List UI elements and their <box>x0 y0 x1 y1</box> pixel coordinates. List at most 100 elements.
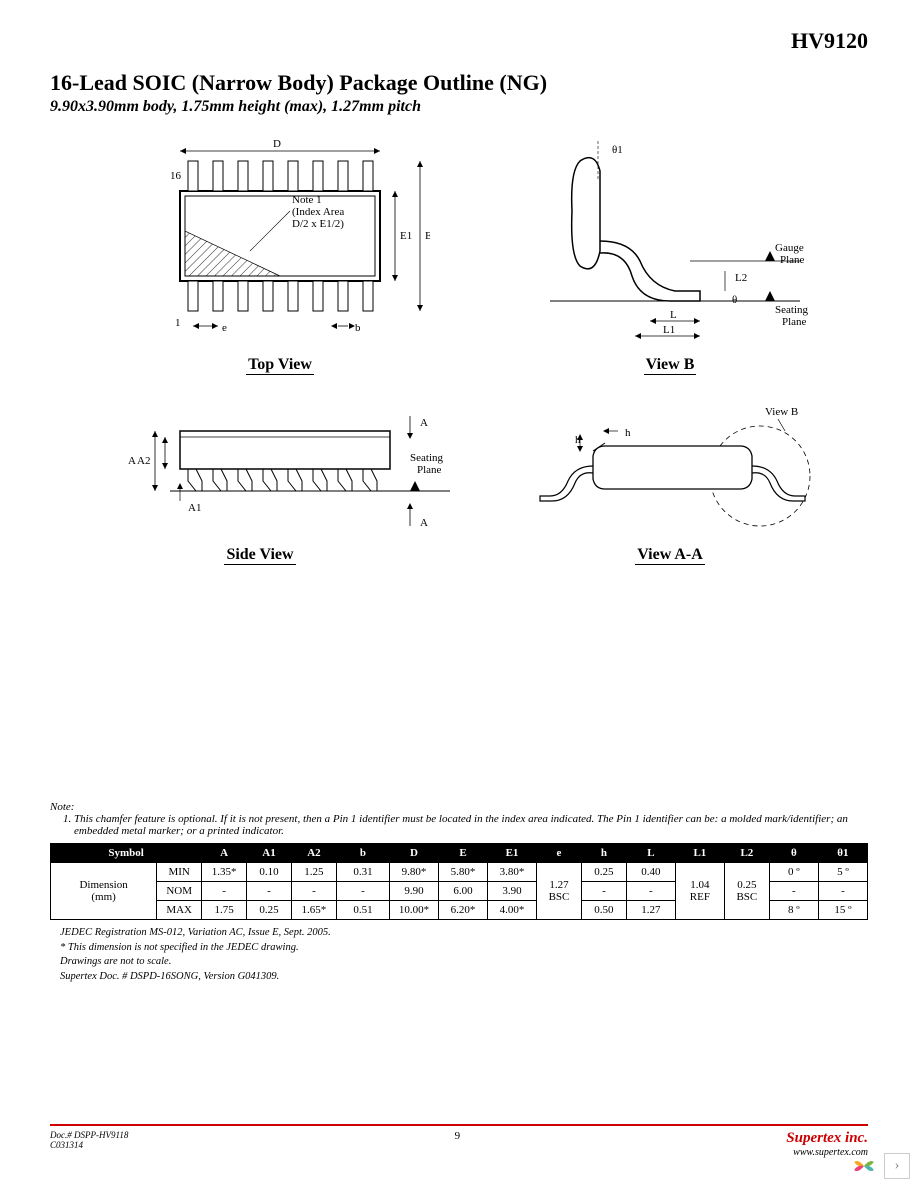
svg-text:Plane: Plane <box>782 316 807 328</box>
table-header: θ <box>769 844 818 863</box>
page-footer: Doc.# DSPP-HV9118 C031314 9 Supertex inc… <box>50 1124 868 1158</box>
footer-brand: Supertex inc. <box>786 1130 868 1147</box>
svg-text:h: h <box>625 427 631 439</box>
footnotes: JEDEC Registration MS-012, Variation AC,… <box>50 926 868 985</box>
svg-text:L: L <box>670 309 677 321</box>
footer-doc: Doc.# DSPP-HV9118 <box>50 1130 128 1140</box>
view-b-svg: Seating Plane Gauge Plane θ1 L L1 L2 θ <box>520 131 820 351</box>
svg-text:θ: θ <box>732 294 737 306</box>
table-cell: 9.90 <box>389 882 438 901</box>
footer-rev: C031314 <box>50 1140 128 1150</box>
top-view-caption: Top View <box>246 356 314 375</box>
table-cell: 0.40 <box>626 863 675 882</box>
table-header: L1 <box>675 844 724 863</box>
table-cell: 1.27 <box>626 901 675 920</box>
table-header: A2 <box>291 844 336 863</box>
svg-text:A: A <box>420 517 428 529</box>
page-title: 16-Lead SOIC (Narrow Body) Package Outli… <box>50 70 868 96</box>
diagram-view-b: Seating Plane Gauge Plane θ1 L L1 L2 θ V… <box>520 131 820 375</box>
table-row-label: MAX <box>157 901 202 920</box>
svg-text:Seating: Seating <box>775 304 808 316</box>
table-cell: 1.25 <box>291 863 336 882</box>
table-cell: - <box>818 882 867 901</box>
note-item: This chamfer feature is optional. If it … <box>74 813 868 837</box>
table-header: θ1 <box>818 844 867 863</box>
footer-doc-info: Doc.# DSPP-HV9118 C031314 <box>50 1130 128 1150</box>
diagram-side-view: Seating Plane A A2 A1 A A Side View <box>110 401 450 565</box>
table-header: Symbol <box>51 844 202 863</box>
svg-text:A1: A1 <box>188 502 201 514</box>
viewer-logo-icon <box>850 1152 878 1180</box>
table-header: h <box>581 844 626 863</box>
svg-text:A: A <box>128 455 136 467</box>
table-cell: 3.90 <box>488 882 537 901</box>
table-cell: 1.04 REF <box>675 863 724 920</box>
table-header: A1 <box>247 844 292 863</box>
table-cell: 4.00* <box>488 901 537 920</box>
svg-text:16: 16 <box>170 170 182 182</box>
table-cell: 6.00 <box>439 882 488 901</box>
svg-text:Gauge: Gauge <box>775 242 804 254</box>
footnote-line: Supertex Doc. # DSPD-16SONG, Version G04… <box>60 970 868 985</box>
part-number: HV9120 <box>791 28 868 54</box>
viewer-next-button[interactable]: › <box>884 1153 910 1179</box>
side-view-svg: Seating Plane A A2 A1 A A <box>110 401 470 541</box>
side-view-caption: Side View <box>224 546 295 565</box>
table-row-label: NOM <box>157 882 202 901</box>
table-cell: 0.25 BSC <box>724 863 769 920</box>
table-cell: 1.27 BSC <box>537 863 582 920</box>
top-view-svg: D E1 E e b 16 1 Note 1 (Index Area D/2 x… <box>130 131 430 351</box>
table-row-group-label: Dimension (mm) <box>51 863 157 920</box>
table-cell: - <box>769 882 818 901</box>
svg-text:View B: View B <box>765 406 798 418</box>
table-cell: 0.10 <box>247 863 292 882</box>
table-cell: 6.20* <box>439 901 488 920</box>
svg-text:E: E <box>425 230 430 242</box>
table-cell: - <box>581 882 626 901</box>
svg-text:L1: L1 <box>663 324 675 336</box>
svg-text:D: D <box>273 138 281 150</box>
table-cell: - <box>291 882 336 901</box>
view-aa-caption: View A-A <box>635 546 705 565</box>
table-cell: 8 º <box>769 901 818 920</box>
dimension-table: SymbolAA1A2bDEE1ehLL1L2θθ1 Dimension (mm… <box>50 843 868 920</box>
table-cell: - <box>247 882 292 901</box>
footer-page-number: 9 <box>455 1130 461 1142</box>
table-cell: 0 º <box>769 863 818 882</box>
notes-header: Note: <box>50 801 868 813</box>
table-header: e <box>537 844 582 863</box>
table-header: E1 <box>488 844 537 863</box>
view-aa-svg: View B h h <box>510 401 830 541</box>
footnote-line: * This dimension is not specified in the… <box>60 941 868 956</box>
table-header: E <box>439 844 488 863</box>
footnote-line: JEDEC Registration MS-012, Variation AC,… <box>60 926 868 941</box>
table-cell: 0.50 <box>581 901 626 920</box>
svg-text:θ1: θ1 <box>612 144 623 156</box>
view-b-caption: View B <box>644 356 697 375</box>
table-cell: 5.80* <box>439 863 488 882</box>
table-cell: 0.25 <box>581 863 626 882</box>
svg-text:Plane: Plane <box>780 254 805 266</box>
table-cell: 1.75 <box>202 901 247 920</box>
diagram-view-aa: View B h h View A-A <box>510 401 830 565</box>
svg-text:E1: E1 <box>400 230 412 242</box>
chevron-right-icon: › <box>895 1158 900 1174</box>
table-row: Dimension (mm)MIN1.35*0.101.250.319.80*5… <box>51 863 868 882</box>
table-cell: - <box>626 882 675 901</box>
table-cell: 1.35* <box>202 863 247 882</box>
table-cell: 0.31 <box>336 863 389 882</box>
page-subtitle: 9.90x3.90mm body, 1.75mm height (max), 1… <box>50 98 868 116</box>
svg-text:1: 1 <box>175 317 181 329</box>
notes-block: Note: This chamfer feature is optional. … <box>50 801 868 837</box>
svg-text:A2: A2 <box>137 455 150 467</box>
table-cell: 0.51 <box>336 901 389 920</box>
table-cell: - <box>202 882 247 901</box>
table-cell: 5 º <box>818 863 867 882</box>
diagram-top-view: D E1 E e b 16 1 Note 1 (Index Area D/2 x… <box>130 131 430 375</box>
table-cell: 1.65* <box>291 901 336 920</box>
viewer-widget: › <box>850 1152 910 1180</box>
footer-rule <box>50 1124 868 1126</box>
svg-text:e: e <box>222 322 227 334</box>
table-cell: 9.80* <box>389 863 438 882</box>
table-header: A <box>202 844 247 863</box>
